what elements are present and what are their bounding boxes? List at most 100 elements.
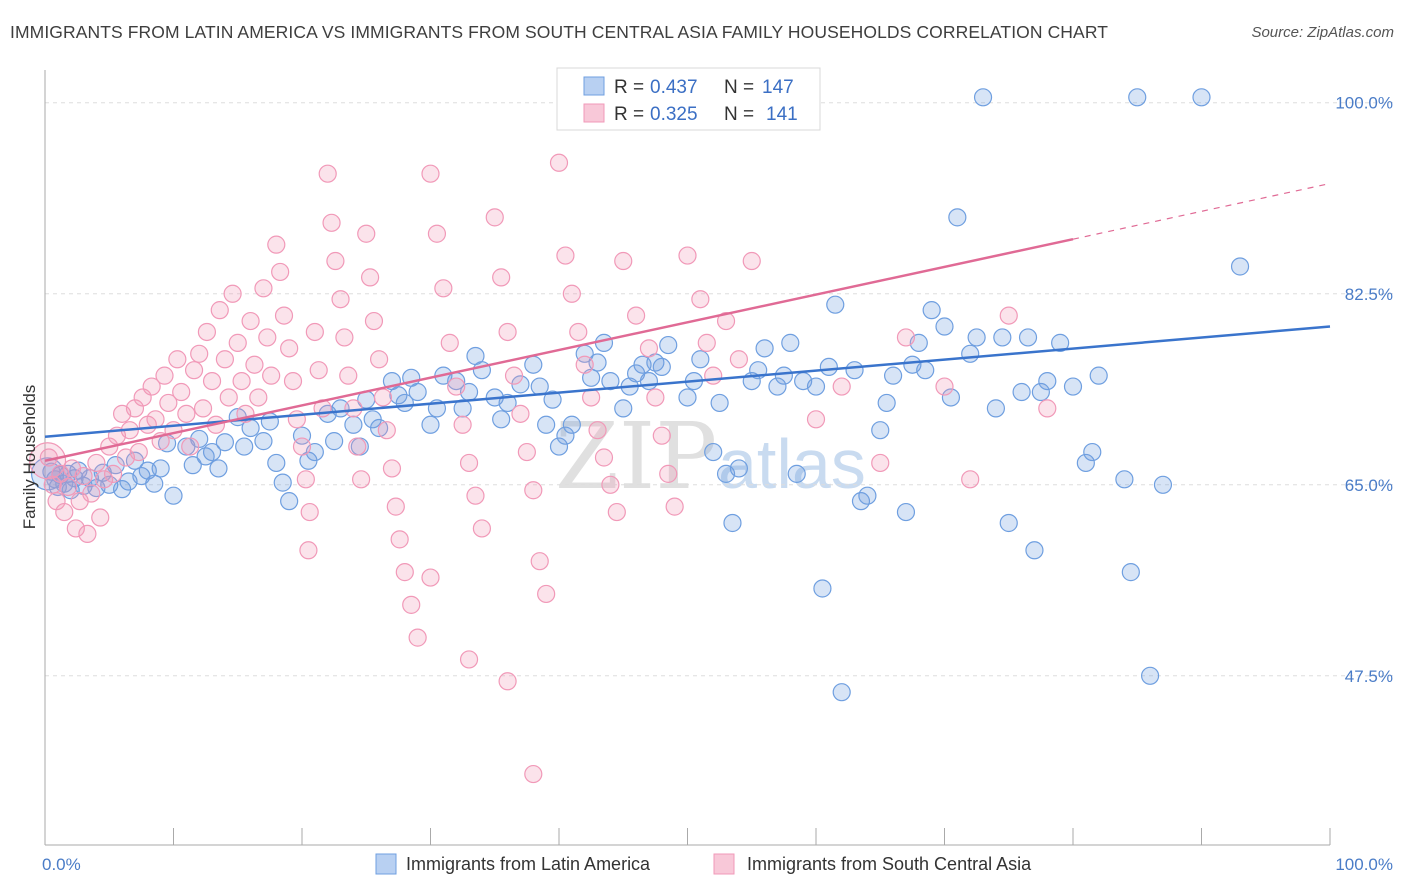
point-south-central-asia-88 [427, 224, 447, 243]
point-south-central-asia-138 [498, 672, 517, 691]
trend-line-south-central-asia-extension [1072, 182, 1331, 240]
point-latin-america-38 [280, 492, 299, 511]
point-south-central-asia-134 [961, 470, 980, 489]
point-south-central-asia-77 [364, 311, 384, 331]
point-latin-america-35 [260, 412, 279, 431]
point-south-central-asia-98 [498, 322, 517, 342]
point-latin-america-70 [543, 390, 562, 409]
point-south-central-asia-33 [177, 404, 196, 423]
point-latin-america-126 [993, 328, 1012, 347]
point-south-central-asia-89 [434, 279, 453, 298]
point-latin-america-98 [768, 377, 787, 396]
point-south-central-asia-121 [665, 497, 684, 516]
point-south-central-asia-139 [459, 650, 479, 669]
point-latin-america-134 [1063, 377, 1083, 396]
point-south-central-asia-111 [588, 421, 607, 440]
point-latin-america-127 [999, 513, 1018, 533]
point-south-central-asia-129 [806, 410, 826, 429]
point-south-central-asia-107 [562, 284, 581, 303]
point-south-central-asia-51 [254, 279, 273, 298]
point-south-central-asia-109 [575, 355, 594, 374]
point-south-central-asia-70 [335, 328, 354, 347]
point-south-central-asia-84 [395, 563, 414, 582]
point-south-central-asia-92 [453, 415, 472, 434]
point-south-central-asia-123 [691, 290, 710, 309]
point-latin-america-28 [202, 442, 222, 462]
trend-line-south-central-asia [44, 237, 1074, 462]
point-south-central-asia-78 [370, 350, 389, 369]
point-south-central-asia-90 [440, 333, 459, 352]
point-latin-america-117 [916, 361, 935, 380]
point-latin-america-21 [151, 459, 170, 478]
point-latin-america-123 [967, 328, 986, 347]
legend-r-value-blue: 0.437 [650, 77, 698, 98]
point-south-central-asia-41 [210, 301, 229, 320]
point-south-central-asia-105 [549, 153, 569, 172]
point-latin-america-113 [883, 366, 903, 385]
point-south-central-asia-48 [241, 311, 260, 331]
point-south-central-asia-100 [511, 404, 530, 423]
point-south-central-asia-128 [742, 251, 761, 271]
point-latin-america-64 [492, 410, 511, 429]
legend-r-label-blue: R = [614, 77, 644, 98]
point-south-central-asia-127 [729, 350, 749, 369]
point-latin-america-69 [537, 415, 556, 434]
point-latin-america-85 [652, 357, 671, 377]
bottom-legend-swatch-pink [713, 853, 735, 875]
point-south-central-asia-120 [659, 464, 678, 483]
legend-swatch-blue [583, 76, 605, 96]
point-south-central-asia-133 [935, 377, 954, 396]
point-south-central-asia-97 [492, 268, 511, 287]
point-south-central-asia-140 [421, 568, 440, 587]
point-latin-america-78 [601, 371, 620, 391]
point-south-central-asia-7 [66, 519, 85, 538]
watermark-zip: ZIP [555, 403, 717, 510]
point-latin-america-32 [235, 437, 254, 456]
point-south-central-asia-130 [832, 377, 851, 396]
point-latin-america-140 [1128, 88, 1147, 107]
point-south-central-asia-25 [142, 377, 161, 396]
point-latin-america-112 [877, 393, 896, 413]
point-south-central-asia-141 [299, 541, 318, 560]
zipatlas-watermark: ZIP atlas [555, 403, 866, 510]
point-latin-america-73 [562, 415, 581, 434]
point-south-central-asia-82 [386, 497, 405, 516]
point-latin-america-114 [896, 502, 916, 522]
point-south-central-asia-11 [82, 484, 101, 503]
point-south-central-asia-112 [594, 448, 614, 467]
point-latin-america-20 [145, 474, 164, 493]
point-latin-america-29 [209, 459, 228, 478]
point-south-central-asia-75 [357, 224, 376, 243]
point-latin-america-51 [389, 386, 408, 405]
chart-source: Source: ZipAtlas.com [1251, 24, 1394, 41]
point-south-central-asia-13 [91, 508, 110, 527]
series-latin-america-points [30, 88, 1250, 702]
y-tick-label-0: 100.0% [1335, 94, 1393, 113]
point-south-central-asia-99 [504, 366, 524, 385]
point-south-central-asia-125 [704, 366, 723, 385]
point-south-central-asia-96 [485, 208, 504, 227]
point-latin-america-101 [787, 464, 806, 483]
stats-legend: R = 0.437 N = 147 R = 0.325 N = 141 [556, 67, 821, 131]
point-south-central-asia-108 [569, 322, 588, 342]
point-latin-america-77 [594, 333, 614, 352]
point-south-central-asia-26 [146, 410, 165, 429]
point-latin-america-55 [421, 415, 440, 434]
point-south-central-asia-66 [318, 164, 337, 183]
point-latin-america-67 [524, 355, 543, 374]
point-latin-america-97 [755, 339, 774, 358]
point-latin-america-125 [986, 399, 1006, 418]
point-south-central-asia-55 [271, 262, 290, 282]
point-latin-america-68 [530, 377, 549, 396]
point-latin-america-45 [344, 415, 363, 434]
point-latin-america-99 [774, 366, 793, 385]
point-latin-america-75 [582, 368, 601, 387]
point-south-central-asia-42 [215, 350, 234, 369]
point-south-central-asia-68 [326, 251, 345, 271]
point-south-central-asia-56 [274, 306, 294, 325]
point-south-central-asia-114 [607, 502, 626, 522]
point-latin-america-43 [325, 432, 344, 451]
point-latin-america-143 [1192, 88, 1211, 107]
point-latin-america-100 [781, 333, 800, 352]
y-tick-label-1: 82.5% [1345, 285, 1393, 304]
